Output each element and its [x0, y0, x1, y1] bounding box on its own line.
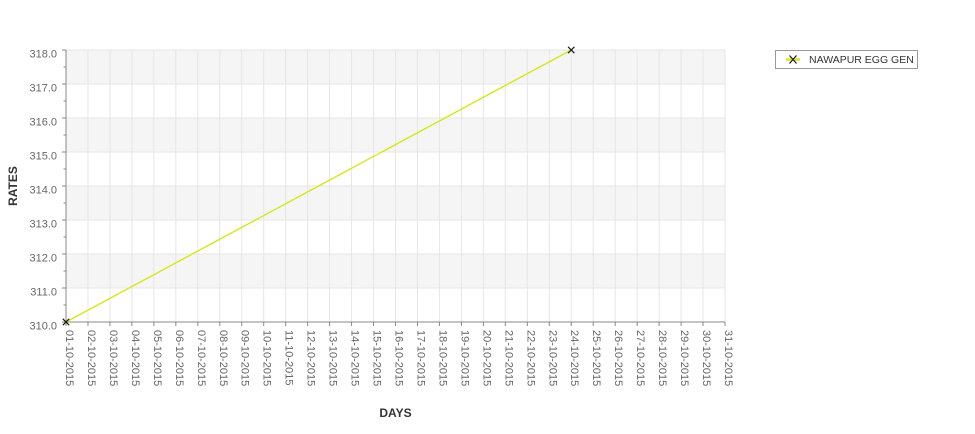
svg-text:31-10-2015: 31-10-2015 — [722, 330, 734, 386]
svg-text:314.0: 314.0 — [29, 185, 57, 197]
svg-text:11-10-2015: 11-10-2015 — [283, 330, 295, 385]
svg-text:04-10-2015: 04-10-2015 — [129, 330, 141, 386]
svg-text:20-10-2015: 20-10-2015 — [480, 330, 492, 386]
svg-text:316.0: 316.0 — [29, 117, 57, 129]
svg-text:13-10-2015: 13-10-2015 — [327, 330, 339, 386]
svg-text:01-10-2015: 01-10-2015 — [63, 330, 75, 386]
svg-text:22-10-2015: 22-10-2015 — [524, 330, 536, 386]
svg-text:317.0: 317.0 — [29, 83, 57, 95]
svg-text:08-10-2015: 08-10-2015 — [217, 330, 229, 386]
svg-text:DAYS: DAYS — [379, 406, 411, 420]
svg-text:06-10-2015: 06-10-2015 — [173, 330, 185, 386]
svg-text:RATES: RATES — [6, 166, 20, 206]
svg-text:26-10-2015: 26-10-2015 — [612, 330, 624, 386]
svg-text:29-10-2015: 29-10-2015 — [678, 330, 690, 386]
svg-text:05-10-2015: 05-10-2015 — [151, 330, 163, 386]
svg-text:14-10-2015: 14-10-2015 — [349, 330, 361, 386]
svg-text:15-10-2015: 15-10-2015 — [371, 330, 383, 386]
svg-text:07-10-2015: 07-10-2015 — [195, 330, 207, 386]
svg-text:17-10-2015: 17-10-2015 — [414, 330, 426, 386]
svg-text:25-10-2015: 25-10-2015 — [590, 330, 602, 386]
svg-text:315.0: 315.0 — [29, 151, 57, 163]
svg-text:19-10-2015: 19-10-2015 — [458, 330, 470, 386]
svg-text:312.0: 312.0 — [29, 253, 57, 265]
svg-text:18-10-2015: 18-10-2015 — [436, 330, 448, 386]
svg-text:30-10-2015: 30-10-2015 — [700, 330, 712, 386]
svg-text:318.0: 318.0 — [29, 49, 57, 61]
svg-text:311.0: 311.0 — [30, 287, 57, 299]
svg-text:23-10-2015: 23-10-2015 — [546, 330, 558, 386]
svg-text:02-10-2015: 02-10-2015 — [85, 330, 97, 386]
svg-text:10-10-2015: 10-10-2015 — [261, 330, 273, 386]
svg-text:27-10-2015: 27-10-2015 — [634, 330, 646, 386]
svg-text:310.0: 310.0 — [29, 321, 57, 333]
svg-text:24-10-2015: 24-10-2015 — [568, 330, 580, 386]
svg-text:21-10-2015: 21-10-2015 — [502, 330, 514, 386]
svg-text:03-10-2015: 03-10-2015 — [107, 330, 119, 386]
svg-text:28-10-2015: 28-10-2015 — [656, 330, 668, 386]
svg-text:12-10-2015: 12-10-2015 — [305, 330, 317, 386]
svg-text:16-10-2015: 16-10-2015 — [393, 330, 405, 386]
svg-text:09-10-2015: 09-10-2015 — [239, 330, 251, 386]
svg-text:313.0: 313.0 — [29, 219, 57, 231]
